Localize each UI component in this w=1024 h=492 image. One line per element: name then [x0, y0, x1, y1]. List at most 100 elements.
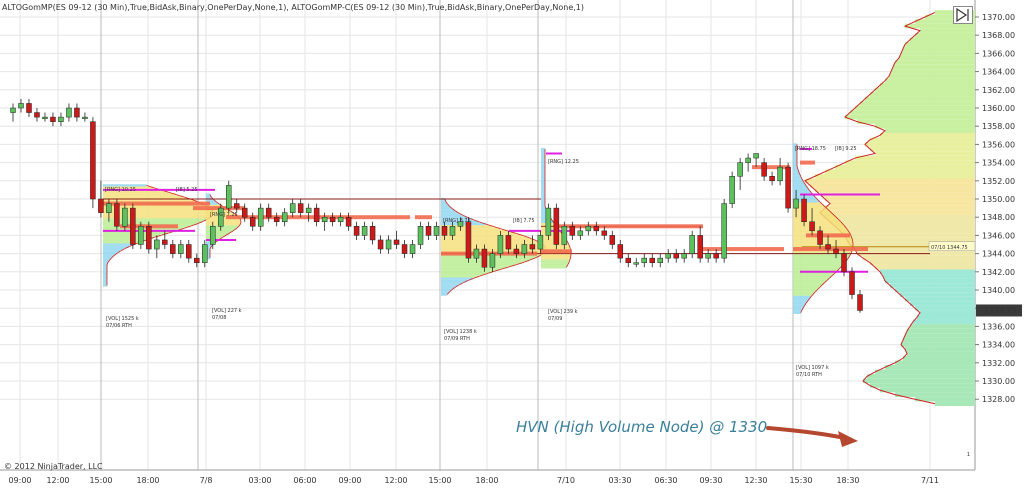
hvn-annotation: HVN (High Volume Node) @ 1330	[516, 418, 768, 436]
composite-profile-bar	[875, 87, 975, 93]
candle	[170, 239, 176, 259]
composite-profile-bar	[805, 178, 975, 184]
composite-profile-bar	[860, 101, 975, 106]
x-axis-tick-label: 15:30	[789, 476, 812, 485]
candle-body	[849, 271, 855, 295]
y-axis-tick-label: 1352.00	[982, 177, 1015, 186]
session-profile-bar	[103, 279, 107, 283]
profile-ib-label: [IB] 9.25	[835, 146, 857, 152]
chart-controls-button[interactable]	[953, 6, 973, 24]
candle	[777, 158, 783, 186]
session-profile-bar	[441, 234, 523, 237]
composite-profile-bar	[910, 301, 975, 306]
candle-body	[705, 253, 711, 259]
composite-profile-bar	[810, 183, 975, 188]
session-profile-bar	[441, 222, 486, 226]
session-profile-bar	[441, 229, 508, 233]
x-axis-tick-label: 06:00	[293, 476, 316, 485]
session-profile-bar	[103, 220, 203, 223]
session-profile-bar	[206, 250, 210, 253]
candle	[761, 158, 767, 181]
session-profile-bar	[441, 291, 450, 294]
session-profile-bar	[793, 263, 843, 267]
y-axis-tick-label: 1364.00	[982, 68, 1015, 77]
session-profile-bar	[441, 270, 493, 273]
session-profile-bar	[441, 268, 501, 271]
candle-body	[425, 226, 432, 236]
session-profile-bar	[793, 291, 815, 294]
session-profile-bar	[103, 254, 114, 258]
session-profile-bar	[103, 213, 213, 217]
candle-body	[249, 216, 256, 227]
poc-marker-box	[928, 241, 976, 252]
session-profile-bar	[206, 243, 214, 246]
session-profile-bar	[793, 254, 850, 258]
candle	[50, 112, 56, 127]
composite-profile-bar	[903, 355, 975, 361]
composite-profile-bar	[895, 360, 975, 366]
session-profile-bar	[793, 298, 810, 301]
session-profile-bar	[103, 191, 169, 194]
session-profile-bar	[793, 154, 797, 157]
session-profile-bar	[441, 232, 516, 235]
arrow-head	[838, 431, 858, 447]
candle-body	[681, 253, 687, 259]
candle	[26, 98, 32, 118]
profile-range-label: [RNG] 8.75	[443, 218, 471, 224]
composite-profile-bar	[920, 310, 975, 315]
composite-profile-bar	[885, 365, 975, 370]
composite-profile-bar	[845, 114, 975, 120]
composite-profile-bar	[925, 14, 975, 20]
session-profile-bar	[541, 159, 545, 162]
x-axis-tick-label: 18:30	[836, 476, 859, 485]
session-profile-bar	[793, 143, 797, 146]
candle	[10, 103, 16, 122]
session-profile-bar	[206, 204, 223, 208]
candle	[729, 171, 735, 209]
y-axis-tick-label: 1368.00	[982, 31, 1015, 40]
candle	[369, 221, 376, 245]
candles	[10, 98, 863, 313]
session-profile-bar	[793, 147, 797, 151]
session-profile-bar	[793, 159, 797, 162]
composite-profile-bar	[830, 219, 975, 224]
candle	[233, 199, 240, 213]
composite-profile-bar	[825, 169, 975, 174]
y-axis-tick-label: 1354.00	[982, 159, 1015, 168]
session-profile-bar	[793, 225, 845, 228]
candle	[297, 199, 304, 218]
composite-profile-bar	[899, 55, 975, 61]
session-profile-bar	[441, 245, 546, 248]
session-profile-bar	[103, 266, 107, 269]
session-profile-bar	[793, 170, 799, 173]
composite-profile-bar	[895, 60, 975, 65]
session-profile-bar	[793, 279, 827, 283]
candle	[529, 235, 536, 254]
candle-body	[457, 221, 464, 227]
candle-body	[409, 244, 416, 254]
session-profile-bar	[793, 209, 829, 212]
session-profile-outline	[796, 144, 854, 313]
candle	[457, 217, 464, 231]
composite-profile-bar	[905, 296, 975, 302]
candle	[665, 249, 671, 263]
candle	[809, 208, 815, 236]
candle-body	[801, 198, 807, 222]
candle	[585, 221, 592, 236]
session-profile-bar	[103, 275, 107, 278]
session-profile-bar	[103, 252, 117, 255]
composite-profile-bar	[820, 192, 975, 197]
candle-body	[329, 216, 336, 222]
candle-body	[809, 221, 815, 232]
session-profile-bar	[793, 150, 797, 153]
session-profile-bar	[541, 184, 545, 187]
session-profile-bar	[103, 184, 147, 187]
play-forward-icon[interactable]	[953, 6, 973, 24]
candle	[114, 199, 120, 231]
session-profile-bar	[541, 188, 545, 192]
candle	[162, 230, 168, 250]
candle-body	[633, 262, 640, 265]
candle-body	[657, 257, 663, 263]
